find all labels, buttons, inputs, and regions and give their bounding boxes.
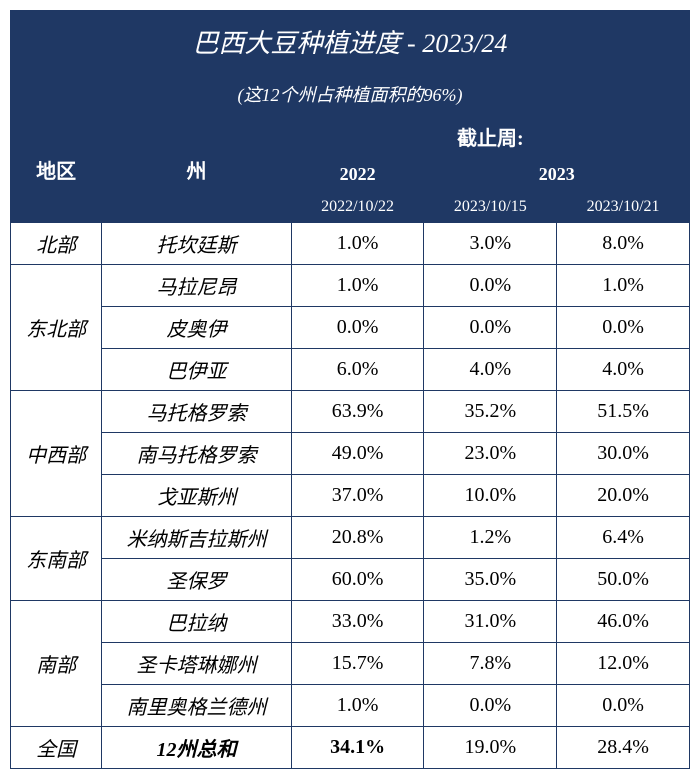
state-cell: 巴伊亚 (102, 349, 291, 391)
value-cell: 50.0% (557, 559, 690, 601)
value-cell: 0.0% (424, 265, 557, 307)
state-cell: 圣保罗 (102, 559, 291, 601)
state-cell: 马托格罗索 (102, 391, 291, 433)
state-cell: 马拉尼昂 (102, 265, 291, 307)
region-cell: 东南部 (11, 517, 102, 601)
value-cell: 51.5% (557, 391, 690, 433)
header-region: 地区 (11, 116, 102, 223)
value-cell: 33.0% (291, 601, 424, 643)
header-week-ending: 截止周: (291, 116, 689, 158)
value-cell: 31.0% (424, 601, 557, 643)
table-row: 圣卡塔琳娜州15.7%7.8%12.0% (11, 643, 690, 685)
value-cell: 60.0% (291, 559, 424, 601)
value-cell: 20.8% (291, 517, 424, 559)
value-cell: 3.0% (424, 223, 557, 265)
table-row: 东北部马拉尼昂1.0%0.0%1.0% (11, 265, 690, 307)
value-cell: 1.0% (291, 265, 424, 307)
value-cell: 6.4% (557, 517, 690, 559)
total-v3: 28.4% (557, 727, 690, 769)
value-cell: 8.0% (557, 223, 690, 265)
header-date-1: 2022/10/22 (291, 192, 424, 223)
total-v1: 34.1% (291, 727, 424, 769)
value-cell: 1.2% (424, 517, 557, 559)
total-state: 12州总和 (102, 727, 291, 769)
value-cell: 37.0% (291, 475, 424, 517)
state-cell: 巴拉纳 (102, 601, 291, 643)
region-cell: 南部 (11, 601, 102, 727)
value-cell: 12.0% (557, 643, 690, 685)
value-cell: 4.0% (424, 349, 557, 391)
value-cell: 49.0% (291, 433, 424, 475)
value-cell: 1.0% (291, 685, 424, 727)
value-cell: 7.8% (424, 643, 557, 685)
value-cell: 35.2% (424, 391, 557, 433)
table-row: 南马托格罗索49.0%23.0%30.0% (11, 433, 690, 475)
value-cell: 0.0% (557, 307, 690, 349)
table-row: 南里奥格兰德州1.0%0.0%0.0% (11, 685, 690, 727)
value-cell: 6.0% (291, 349, 424, 391)
header-state: 州 (102, 116, 291, 223)
table-row: 东南部米纳斯吉拉斯州20.8%1.2%6.4% (11, 517, 690, 559)
header-year-2022: 2022 (291, 158, 424, 192)
table-row: 圣保罗60.0%35.0%50.0% (11, 559, 690, 601)
region-cell: 中西部 (11, 391, 102, 517)
header-year-2023: 2023 (424, 158, 690, 192)
state-cell: 南马托格罗索 (102, 433, 291, 475)
table-row: 中西部马托格罗索63.9%35.2%51.5% (11, 391, 690, 433)
table-row: 戈亚斯州37.0%10.0%20.0% (11, 475, 690, 517)
value-cell: 35.0% (424, 559, 557, 601)
header-date-2: 2023/10/15 (424, 192, 557, 223)
value-cell: 20.0% (557, 475, 690, 517)
region-cell: 东北部 (11, 265, 102, 391)
table-row: 南部巴拉纳33.0%31.0%46.0% (11, 601, 690, 643)
total-v2: 19.0% (424, 727, 557, 769)
value-cell: 1.0% (557, 265, 690, 307)
value-cell: 0.0% (291, 307, 424, 349)
value-cell: 30.0% (557, 433, 690, 475)
region-cell: 北部 (11, 223, 102, 265)
table-row: 北部托坎廷斯1.0%3.0%8.0% (11, 223, 690, 265)
value-cell: 0.0% (424, 685, 557, 727)
state-cell: 南里奥格兰德州 (102, 685, 291, 727)
total-region: 全国 (11, 727, 102, 769)
value-cell: 63.9% (291, 391, 424, 433)
state-cell: 圣卡塔琳娜州 (102, 643, 291, 685)
table-row: 皮奥伊0.0%0.0%0.0% (11, 307, 690, 349)
header-date-3: 2023/10/21 (557, 192, 690, 223)
value-cell: 23.0% (424, 433, 557, 475)
table-title: 巴西大豆种植进度 - 2023/24 (11, 11, 690, 73)
value-cell: 46.0% (557, 601, 690, 643)
planting-progress-table: 巴西大豆种植进度 - 2023/24 (这12个州占种植面积的96%) 地区 州… (10, 10, 690, 769)
value-cell: 1.0% (291, 223, 424, 265)
value-cell: 0.0% (557, 685, 690, 727)
state-cell: 皮奥伊 (102, 307, 291, 349)
value-cell: 15.7% (291, 643, 424, 685)
state-cell: 托坎廷斯 (102, 223, 291, 265)
value-cell: 4.0% (557, 349, 690, 391)
value-cell: 0.0% (424, 307, 557, 349)
table-row: 巴伊亚6.0%4.0%4.0% (11, 349, 690, 391)
state-cell: 米纳斯吉拉斯州 (102, 517, 291, 559)
table-subtitle: (这12个州占种植面积的96%) (11, 73, 690, 116)
value-cell: 10.0% (424, 475, 557, 517)
state-cell: 戈亚斯州 (102, 475, 291, 517)
